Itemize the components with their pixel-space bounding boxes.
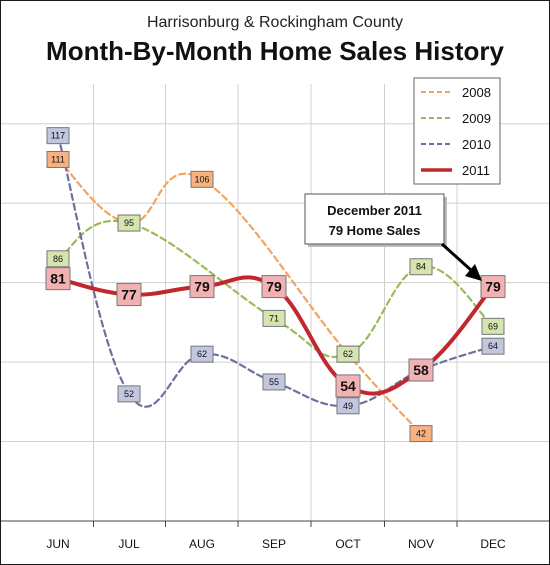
- series-labels: 1119510662428695716284691175262554958648…: [45, 127, 506, 443]
- legend-label: 2009: [462, 111, 491, 126]
- x-tick-label: JUL: [118, 537, 140, 551]
- callout-arrow-head: [465, 264, 482, 281]
- data-label-2009: 86: [53, 254, 63, 264]
- data-label-2011: 79: [194, 279, 210, 295]
- data-label-2011: 79: [266, 279, 282, 295]
- data-label-box-2011: [189, 275, 215, 299]
- callout-line2: 79 Home Sales: [329, 223, 421, 238]
- data-label-box-2010: [336, 397, 360, 415]
- chart-title: Month-By-Month Home Sales History: [46, 36, 504, 66]
- data-label-2008: 111: [51, 154, 65, 164]
- data-label-box-2011: [45, 267, 71, 291]
- data-label-box-2009: [117, 214, 141, 232]
- data-label-box-2008: [409, 425, 433, 443]
- data-label-2011: 79: [485, 279, 501, 295]
- data-label-box-2010: [481, 337, 505, 355]
- data-label-box-2011: [480, 275, 506, 299]
- callout-arrow-shaft: [440, 242, 474, 273]
- data-label-box-2009: [46, 250, 70, 268]
- data-label-box-2010: [117, 385, 141, 403]
- x-tick-label: DEC: [480, 537, 506, 551]
- data-label-box-2009: [409, 258, 433, 276]
- data-label-box-2008: [46, 150, 70, 168]
- data-label-box-2011: [335, 374, 361, 398]
- x-tick-label: NOV: [408, 537, 434, 551]
- data-label-2011: 58: [413, 362, 429, 378]
- data-label-2008: 106: [194, 174, 209, 184]
- data-label-2011: 77: [121, 287, 137, 303]
- data-label-box-2009: [262, 309, 286, 327]
- chart-subtitle: Harrisonburg & Rockingham County: [146, 14, 404, 31]
- data-label-2010: 62: [197, 349, 207, 359]
- data-label-2010: 64: [488, 341, 498, 351]
- legend-box: [413, 77, 501, 185]
- data-label-box-2009: [481, 317, 505, 335]
- legend-label: 2011: [462, 163, 490, 178]
- data-label-2011: 81: [50, 271, 66, 287]
- x-tick-label: AUG: [189, 537, 215, 551]
- callout-box: [304, 193, 445, 245]
- data-label-2009: 95: [124, 218, 134, 228]
- data-label-box-2009: [336, 345, 360, 363]
- data-label-box-2011: [408, 358, 434, 382]
- data-label-box-2011: [261, 275, 287, 299]
- data-label-2009: 62: [343, 349, 353, 359]
- data-label-2011: 54: [340, 378, 356, 394]
- x-tick-label: SEP: [262, 537, 286, 551]
- data-label-2009: 71: [269, 313, 279, 323]
- data-label-2009: 84: [416, 262, 426, 272]
- data-label-box-2008: [190, 170, 214, 188]
- data-label-2010: 117: [51, 131, 65, 141]
- data-label-2010: 49: [343, 401, 353, 411]
- data-label-2009: 69: [488, 321, 498, 331]
- data-label-2010: 55: [269, 377, 279, 387]
- data-label-box-2010: [190, 345, 214, 363]
- data-label-2008: 42: [416, 429, 426, 439]
- data-label-box-2010: [262, 373, 286, 391]
- data-label-2010: 52: [124, 389, 134, 399]
- callout-line1: December 2011: [327, 203, 422, 218]
- data-label-box-2011: [116, 283, 142, 307]
- data-label-box-2010: [46, 127, 70, 145]
- x-tick-label: JUN: [46, 537, 69, 551]
- x-tick-label: OCT: [335, 537, 361, 551]
- legend-label: 2010: [462, 137, 491, 152]
- legend-label: 2008: [462, 85, 491, 100]
